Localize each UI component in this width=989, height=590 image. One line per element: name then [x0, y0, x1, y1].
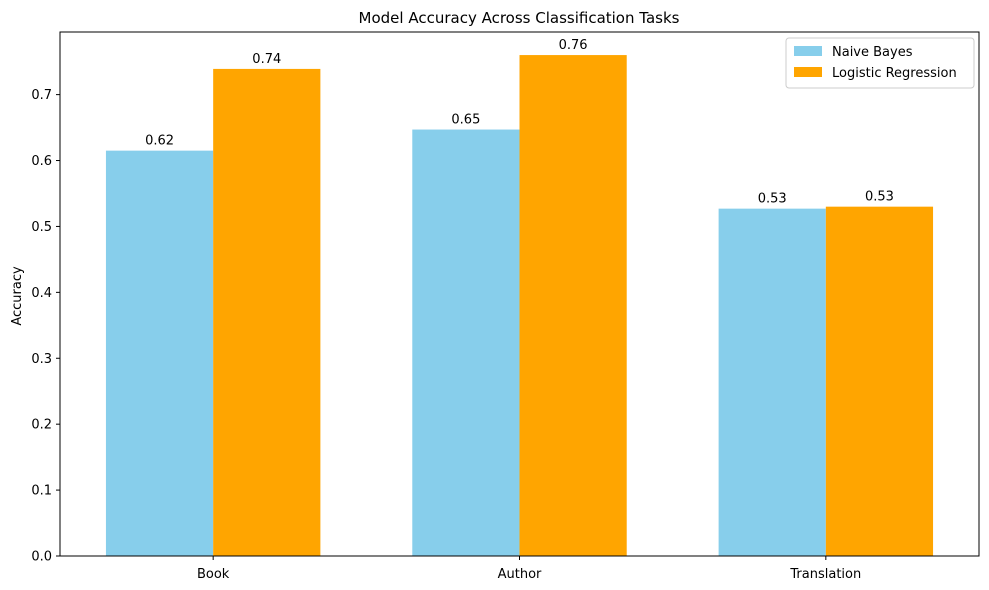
bar: [105, 150, 214, 556]
legend-box: [785, 37, 975, 89]
x-tick-label: Translation: [789, 567, 861, 582]
bar: [825, 206, 934, 556]
bar-value-label: 0.53: [758, 192, 787, 207]
y-tick-label: 0.6: [31, 154, 52, 169]
bar-value-label: 0.74: [252, 52, 281, 67]
bar-value-label: 0.76: [559, 38, 588, 53]
bar-value-label: 0.65: [451, 113, 480, 128]
legend-label: Naive Bayes: [832, 45, 913, 60]
y-tick-label: 0.5: [31, 220, 52, 235]
bar: [412, 129, 520, 556]
y-tick-label: 0.0: [31, 550, 52, 565]
bar: [718, 208, 826, 556]
y-tick-label: 0.4: [31, 286, 52, 301]
legend-swatch: [794, 46, 822, 56]
legend-label: Logistic Regression: [832, 66, 957, 81]
y-tick-label: 0.2: [31, 418, 52, 433]
y-tick-label: 0.3: [31, 352, 52, 367]
y-tick-label: 0.7: [31, 88, 52, 103]
y-tick-label: 0.1: [31, 484, 52, 499]
bar-value-label: 0.53: [865, 190, 894, 205]
bar-value-label: 0.62: [145, 134, 174, 149]
legend-swatch: [794, 67, 822, 77]
x-tick-label: Book: [197, 567, 230, 582]
bar: [519, 55, 627, 556]
bar: [213, 68, 321, 556]
x-tick-label: Author: [498, 567, 542, 582]
chart-title: Model Accuracy Across Classification Tas…: [359, 9, 680, 27]
y-axis-label: Accuracy: [10, 266, 25, 326]
plot-area: 0.62 0.65 0.53 0.74 0.76 0.53 0.0 0.1 0.2 0.3 0.4 0…: [31, 31, 980, 582]
